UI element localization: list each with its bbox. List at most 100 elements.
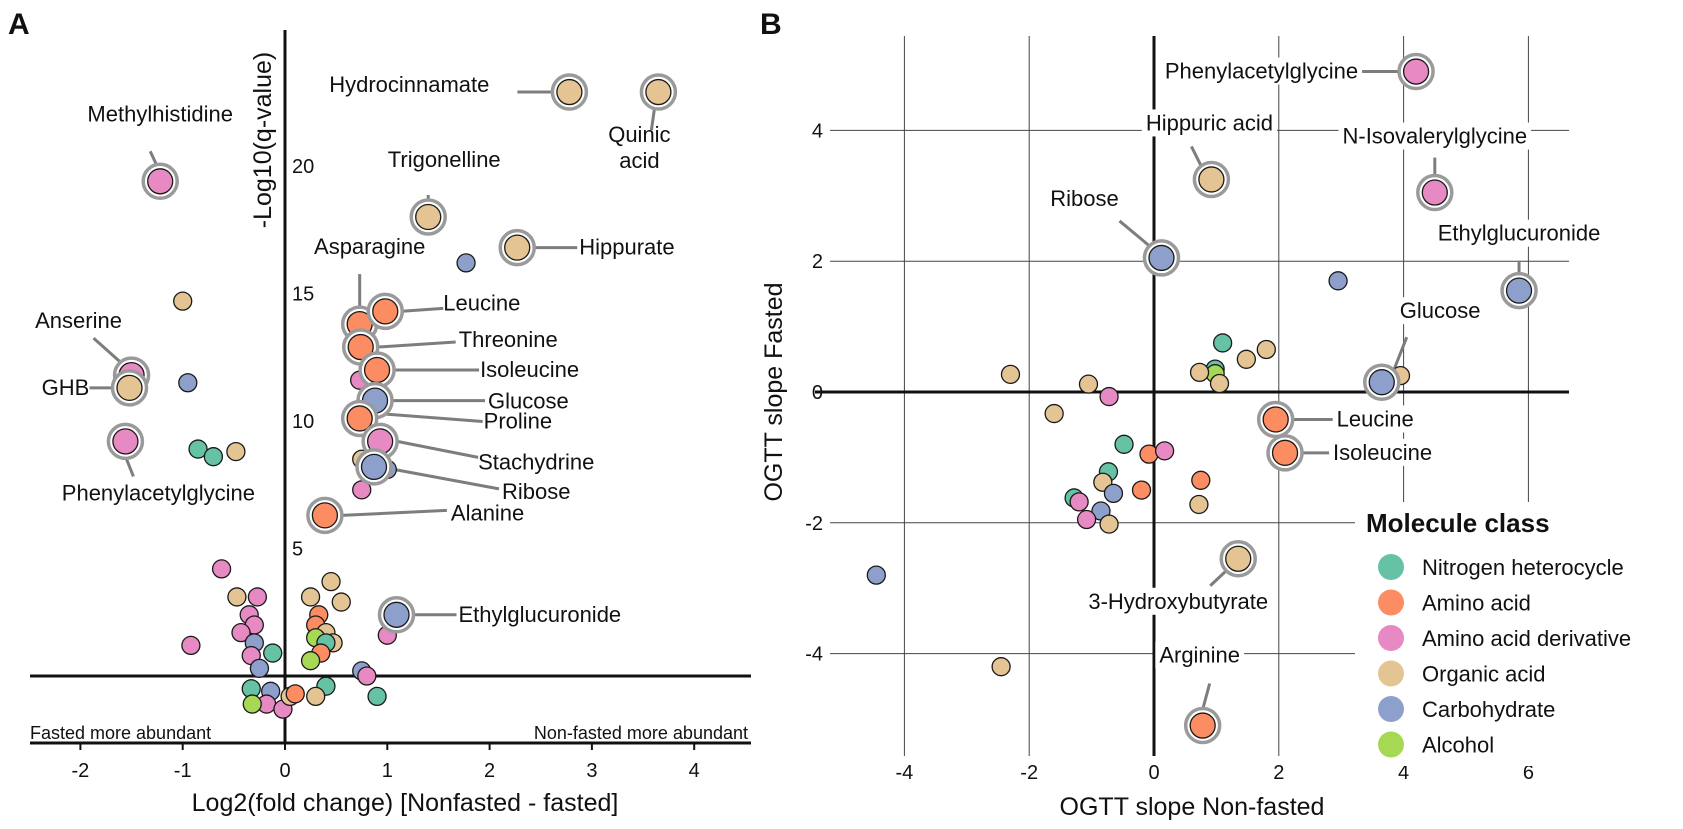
point-nitrogen-heterocycle — [367, 686, 387, 707]
legend-label-carbohydrate: Carbohydrate — [1422, 697, 1555, 722]
point-alanine — [311, 502, 339, 529]
point-ghb — [116, 374, 143, 402]
point-amino-acid-derivative — [1154, 441, 1175, 461]
x-tick-label: 1 — [382, 760, 393, 782]
panel-a-x-ticks: -2 -1 0 1 2 3 4 — [72, 743, 700, 782]
point-quinic-acid — [645, 78, 672, 106]
point-hippuric-acid — [1198, 166, 1225, 193]
callout-background — [1329, 438, 1437, 466]
leader-line — [1118, 219, 1151, 248]
point-amino-acid — [285, 684, 305, 704]
leader-line — [396, 439, 479, 459]
callout-ribose: Ribose — [1050, 186, 1118, 211]
point-nitrogen-heterocycle — [263, 643, 283, 663]
callout-quinic-acid: acid — [619, 148, 659, 173]
point-isoleucine — [363, 356, 391, 384]
panel-a: A -2 -1 0 1 2 3 4 5 10 15 20 Fasted more abundant… — [8, 8, 751, 817]
callout-ethylglucuronide: Ethylglucuronide — [459, 602, 622, 627]
point-organic-acid — [321, 572, 341, 592]
point-organic-acid — [300, 587, 321, 607]
point-phenylacetylglycine — [1402, 58, 1430, 85]
callout-alanine: Alanine — [451, 500, 524, 525]
x-tick-label: 4 — [689, 760, 700, 782]
callout-background — [1338, 122, 1532, 150]
callout-isoleucine: Isoleucine — [480, 357, 579, 382]
x-tick-label: -4 — [896, 762, 914, 784]
callout-phenylacetylglycine: Phenylacetylglycine — [1165, 59, 1358, 84]
point-organic-acid — [1189, 494, 1209, 515]
callout-phenylacetylglycine: Phenylacetylglycine — [62, 480, 255, 505]
point-leucine — [1262, 406, 1289, 433]
point-ribose — [1148, 244, 1175, 272]
legend: Molecule class Nitrogen heterocycle Amino… — [1355, 502, 1677, 766]
y-tick-label: 20 — [292, 156, 314, 178]
point-carbohydrate — [178, 373, 198, 393]
point-n-isovalerylglycine — [1421, 179, 1448, 206]
callout-n-isovalerylglycine: N-Isovalerylglycine — [1342, 124, 1527, 149]
callout-background — [1395, 297, 1485, 325]
x-tick-label: 0 — [1148, 762, 1159, 784]
x-tick-label: -2 — [72, 760, 90, 782]
leader-line — [377, 340, 456, 349]
legend-items: Nitrogen heterocycle Amino acid Amino acid… — [1378, 554, 1631, 758]
point-organic-acid — [1209, 373, 1230, 394]
x-tick-label: 2 — [1273, 762, 1284, 784]
callout-threonine: Threonine — [459, 327, 558, 352]
panel-a-x-title: Log2(fold change) [Nonfasted - fasted] — [192, 789, 619, 817]
callout-background — [1160, 57, 1363, 85]
panel-b-leader-lines — [1118, 70, 1521, 710]
point-amino-acid-derivative — [231, 623, 251, 643]
point-ethylglucuronide — [1505, 277, 1533, 304]
panel-b-points — [866, 52, 1538, 745]
point-3-hydroxybutyrate — [1225, 545, 1252, 572]
panel-a-letter: A — [8, 8, 30, 41]
y-tick-label: 15 — [292, 284, 314, 306]
point-isoleucine — [1271, 439, 1299, 466]
callout-methylhistidine: Methylhistidine — [87, 101, 233, 126]
point-alcohol — [300, 651, 321, 671]
leader-line — [400, 306, 444, 313]
callout-ethylglucuronide: Ethylglucuronide — [1438, 221, 1601, 246]
panel-b-y-title: OGTT slope Fasted — [760, 282, 788, 501]
panel-a-y-title: -Log10(q-value) — [249, 52, 277, 229]
callout-hippuric-acid: Hippuric acid — [1146, 110, 1273, 135]
legend-label-amino-acid: Amino acid — [1422, 591, 1531, 616]
leader-line — [390, 467, 500, 491]
callout-leucine: Leucine — [1337, 406, 1414, 431]
panel-b-callouts: Phenylacetylglycine Hippuric acid N-Isoval… — [1050, 57, 1605, 669]
legend-swatch-amino-acid-derivative — [1378, 625, 1404, 651]
callout-anserine: Anserine — [35, 308, 122, 333]
point-organic-acid — [1044, 403, 1064, 424]
callout-background — [1084, 587, 1273, 615]
point-organic-acid — [227, 587, 247, 607]
point-organic-acid — [1236, 349, 1257, 369]
point-amino-acid — [1191, 470, 1211, 490]
point-organic-acid — [991, 657, 1011, 677]
callout-leucine: Leucine — [443, 290, 520, 315]
point-amino-acid — [1139, 444, 1159, 464]
callout-stachydrine: Stachydrine — [478, 449, 594, 474]
callout-background — [1141, 109, 1277, 137]
legend-swatch-nitrogen-heterocycle — [1378, 554, 1404, 580]
panel-b-x-title: OGTT slope Non-fasted — [1060, 793, 1325, 821]
point-amino-acid-derivative — [1076, 509, 1097, 530]
point-organic-acid — [1078, 374, 1099, 394]
callout-ghb: GHB — [42, 375, 90, 400]
x-tick-label: 4 — [1398, 762, 1409, 784]
point-amino-acid-derivative — [1099, 386, 1119, 407]
panel-a-left-note: Fasted more abundant — [30, 723, 211, 743]
leader-line — [92, 336, 123, 365]
point-organic-acid — [173, 291, 193, 311]
leader-line — [649, 108, 656, 131]
x-tick-label: 6 — [1523, 762, 1534, 784]
point-amino-acid-derivative — [357, 666, 377, 686]
x-tick-label: -1 — [174, 760, 192, 782]
y-tick-label: -2 — [805, 513, 823, 535]
point-organic-acid — [1189, 362, 1210, 383]
legend-background — [1355, 502, 1677, 766]
callout-background — [1332, 405, 1418, 433]
panel-b-letter: B — [760, 8, 782, 41]
callout-asparagine: Asparagine — [314, 234, 425, 259]
legend-swatch-amino-acid — [1378, 589, 1404, 616]
leader-line — [1209, 569, 1228, 587]
